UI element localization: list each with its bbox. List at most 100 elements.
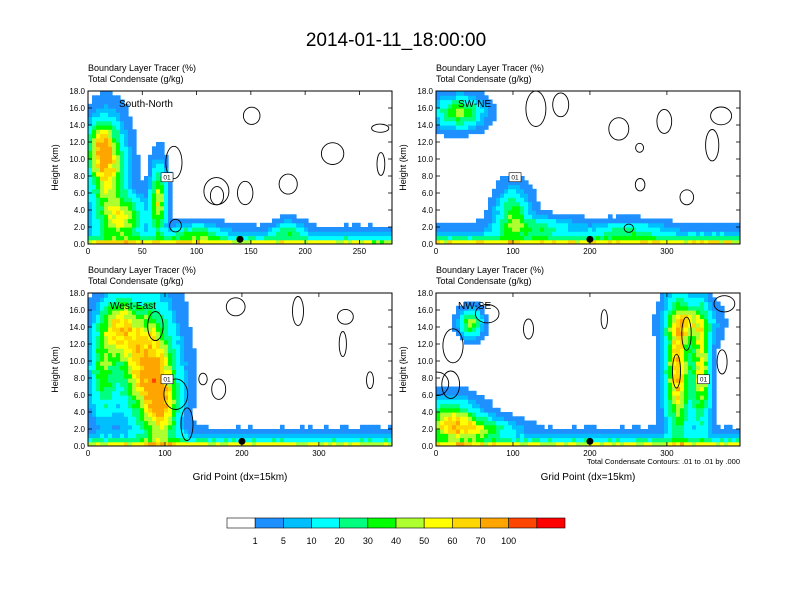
field-cell bbox=[680, 348, 685, 354]
field-cell bbox=[152, 416, 157, 422]
field-cell bbox=[680, 352, 685, 358]
field-cell bbox=[192, 356, 197, 362]
field-cell bbox=[472, 305, 477, 311]
field-cell bbox=[468, 327, 473, 332]
field-cell bbox=[452, 231, 457, 237]
field-cell bbox=[304, 429, 309, 434]
field-cell bbox=[624, 437, 629, 443]
field-cell bbox=[108, 378, 113, 383]
y-tick-label: 8.0 bbox=[74, 374, 86, 383]
field-cell bbox=[444, 103, 449, 109]
field-cell bbox=[632, 218, 637, 224]
field-cell bbox=[100, 412, 105, 417]
field-cell bbox=[188, 386, 193, 392]
field-cell bbox=[220, 433, 225, 439]
field-cell bbox=[708, 378, 713, 383]
field-cell bbox=[476, 429, 481, 434]
field-cell bbox=[168, 305, 173, 311]
field-cell bbox=[468, 322, 473, 328]
field-cell bbox=[96, 348, 101, 354]
field-cell bbox=[472, 91, 477, 96]
field-cell bbox=[176, 318, 181, 324]
field-cell bbox=[96, 116, 101, 122]
field-cell bbox=[564, 429, 569, 434]
field-cell bbox=[156, 180, 161, 186]
field-cell bbox=[660, 433, 665, 439]
field-cell bbox=[380, 441, 385, 446]
field-cell bbox=[100, 99, 105, 105]
field-cell bbox=[96, 310, 101, 315]
field-cell bbox=[720, 331, 725, 337]
field-cell bbox=[172, 310, 177, 315]
field-cell bbox=[340, 235, 345, 241]
field-cell bbox=[236, 433, 241, 439]
field-cell bbox=[336, 433, 341, 439]
field-cell bbox=[676, 314, 681, 320]
field-cell bbox=[160, 399, 165, 405]
field-cell bbox=[504, 424, 509, 430]
field-cell bbox=[104, 399, 109, 405]
field-cell bbox=[436, 403, 441, 409]
field-cell bbox=[332, 227, 337, 232]
field-cell bbox=[468, 103, 473, 109]
field-cell bbox=[660, 352, 665, 358]
field-cell bbox=[708, 327, 713, 332]
field-cell bbox=[112, 239, 117, 244]
field-cell bbox=[548, 235, 553, 241]
field-cell bbox=[564, 231, 569, 237]
field-cell bbox=[584, 231, 589, 237]
field-cell bbox=[672, 365, 677, 371]
field-cell bbox=[148, 176, 153, 181]
field-cell bbox=[440, 91, 445, 96]
field-cell bbox=[632, 222, 637, 228]
field-cell bbox=[112, 390, 117, 396]
field-cell bbox=[712, 327, 717, 332]
field-cell bbox=[112, 235, 117, 241]
field-cell bbox=[96, 171, 101, 177]
field-cell bbox=[164, 429, 169, 434]
field-cell bbox=[88, 163, 93, 169]
field-cell bbox=[100, 222, 105, 228]
field-cell bbox=[128, 297, 133, 303]
field-cell bbox=[680, 361, 685, 366]
field-cell bbox=[528, 424, 533, 430]
field-cell bbox=[116, 235, 121, 241]
field-cell bbox=[476, 222, 481, 228]
field-cell bbox=[320, 429, 325, 434]
field-cell bbox=[104, 403, 109, 409]
field-cell bbox=[104, 390, 109, 396]
field-cell bbox=[144, 352, 149, 358]
field-cell bbox=[708, 318, 713, 324]
field-cell bbox=[488, 239, 493, 244]
field-cell bbox=[388, 239, 392, 244]
field-cell bbox=[480, 441, 485, 446]
field-cell bbox=[672, 310, 677, 315]
contour-line bbox=[209, 186, 225, 206]
field-cell bbox=[184, 322, 189, 328]
field-cell bbox=[700, 399, 705, 405]
field-cell bbox=[112, 197, 117, 203]
panel-2: Boundary Layer Tracer (%)Total Condensat… bbox=[398, 63, 741, 256]
field-cell bbox=[684, 395, 689, 400]
field-cell bbox=[212, 231, 217, 237]
field-cell bbox=[132, 171, 137, 177]
field-cell bbox=[712, 318, 717, 324]
y-tick-label: 0.0 bbox=[74, 240, 86, 249]
field-cell bbox=[548, 441, 553, 446]
field-cell bbox=[436, 407, 441, 413]
field-cell bbox=[480, 218, 485, 224]
field-cell bbox=[704, 429, 709, 434]
field-cell bbox=[292, 433, 297, 439]
field-cell bbox=[516, 424, 521, 430]
field-cell bbox=[492, 231, 497, 237]
field-cell bbox=[460, 91, 465, 96]
field-cell bbox=[672, 335, 677, 341]
field-cell bbox=[156, 322, 161, 328]
field-cell bbox=[124, 163, 129, 169]
field-cell bbox=[504, 201, 509, 207]
field-cell bbox=[468, 108, 473, 113]
field-cell bbox=[100, 188, 105, 194]
field-cell bbox=[708, 382, 713, 388]
field-cell bbox=[184, 352, 189, 358]
field-cell bbox=[244, 437, 249, 443]
